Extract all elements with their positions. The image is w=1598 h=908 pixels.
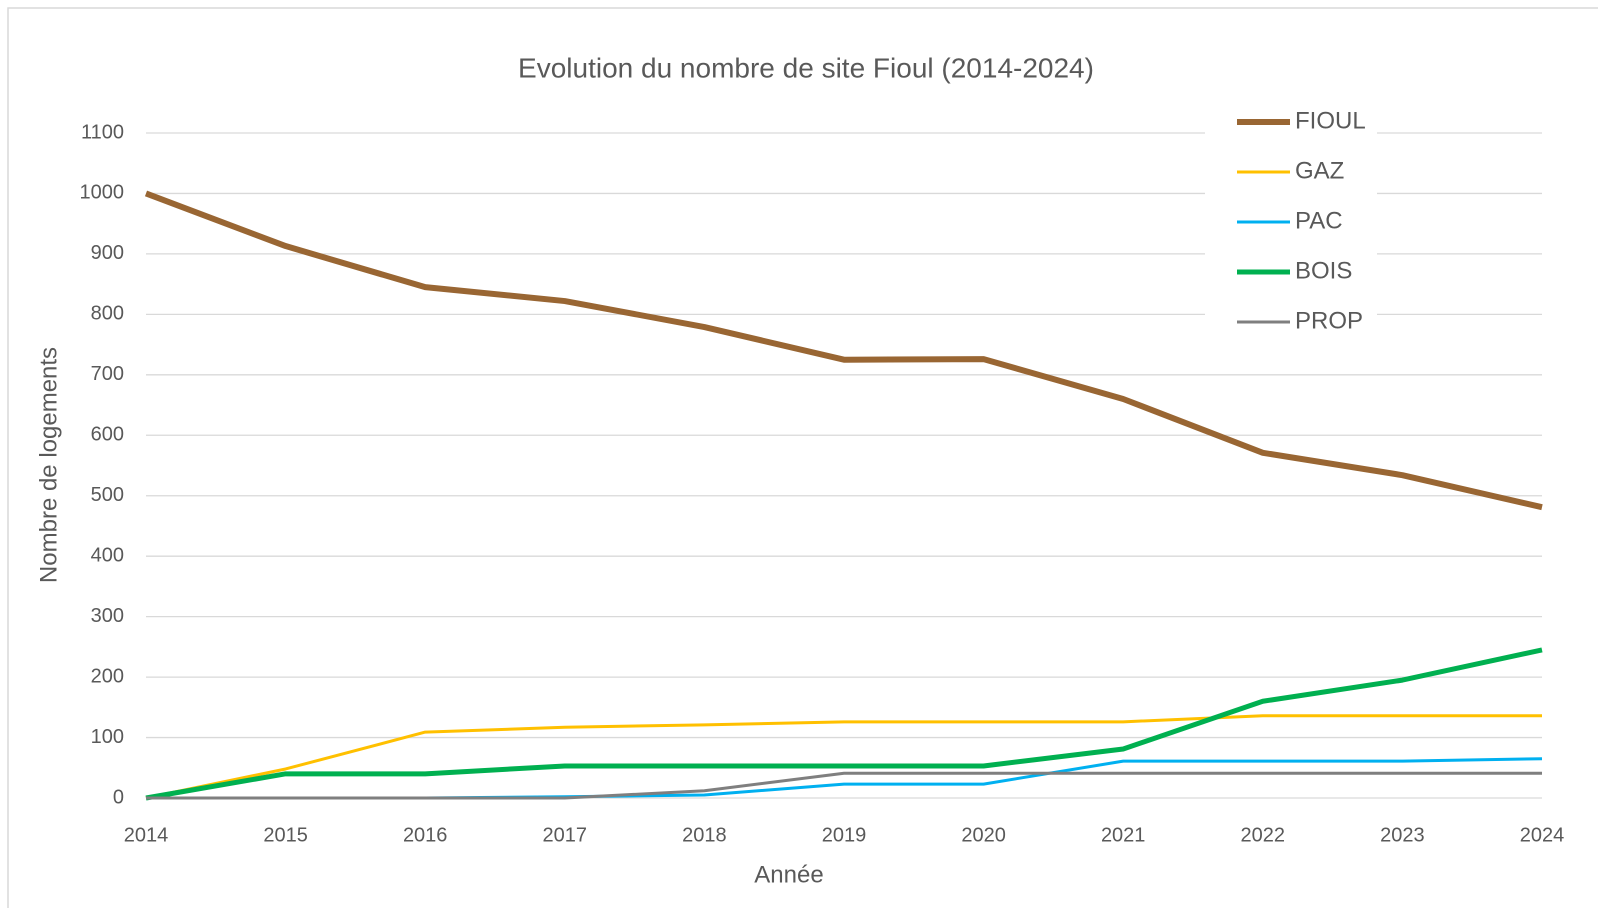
x-tick-label: 2017 bbox=[543, 824, 588, 846]
legend-label: PAC bbox=[1295, 207, 1343, 234]
y-tick-label: 700 bbox=[91, 363, 124, 385]
y-tick-label: 600 bbox=[91, 424, 124, 446]
y-tick-label: 0 bbox=[113, 786, 124, 808]
series-line bbox=[144, 190, 1543, 511]
y-tick-label: 300 bbox=[91, 605, 124, 627]
x-tick-label: 2019 bbox=[822, 824, 867, 846]
y-tick-label: 900 bbox=[91, 242, 124, 264]
legend-label: PROP bbox=[1295, 307, 1363, 334]
chart-title: Evolution du nombre de site Fioul (2014-… bbox=[518, 52, 1094, 83]
legend-box bbox=[1205, 100, 1377, 350]
series-line bbox=[145, 647, 1543, 801]
y-tick-label: 1100 bbox=[81, 121, 124, 143]
y-tick-label: 800 bbox=[91, 303, 124, 325]
x-axis-label: Année bbox=[754, 861, 823, 888]
x-tick-label: 2023 bbox=[1380, 824, 1425, 846]
legend-label: GAZ bbox=[1295, 157, 1344, 184]
x-tick-label: 2020 bbox=[961, 824, 1006, 846]
y-tick-label: 1000 bbox=[80, 182, 125, 204]
x-tick-label: 2016 bbox=[403, 824, 448, 846]
y-tick-label: 400 bbox=[91, 544, 124, 566]
series-line bbox=[146, 771, 1542, 800]
legend-label: BOIS bbox=[1295, 257, 1352, 284]
x-tick-label: 2015 bbox=[263, 824, 308, 846]
legend-label: FIOUL bbox=[1295, 107, 1366, 134]
x-tick-label: 2021 bbox=[1101, 824, 1146, 846]
series-line bbox=[145, 714, 1542, 800]
y-tick-label: 500 bbox=[91, 484, 124, 506]
x-tick-label: 2022 bbox=[1241, 824, 1286, 846]
x-tick-label: 2014 bbox=[124, 824, 169, 846]
y-tick-label: 200 bbox=[91, 665, 124, 687]
x-tick-label: 2018 bbox=[682, 824, 727, 846]
x-tick-label: 2024 bbox=[1520, 824, 1565, 846]
y-axis-label: Nombre de logements bbox=[35, 347, 62, 583]
y-tick-label: 100 bbox=[91, 726, 124, 748]
